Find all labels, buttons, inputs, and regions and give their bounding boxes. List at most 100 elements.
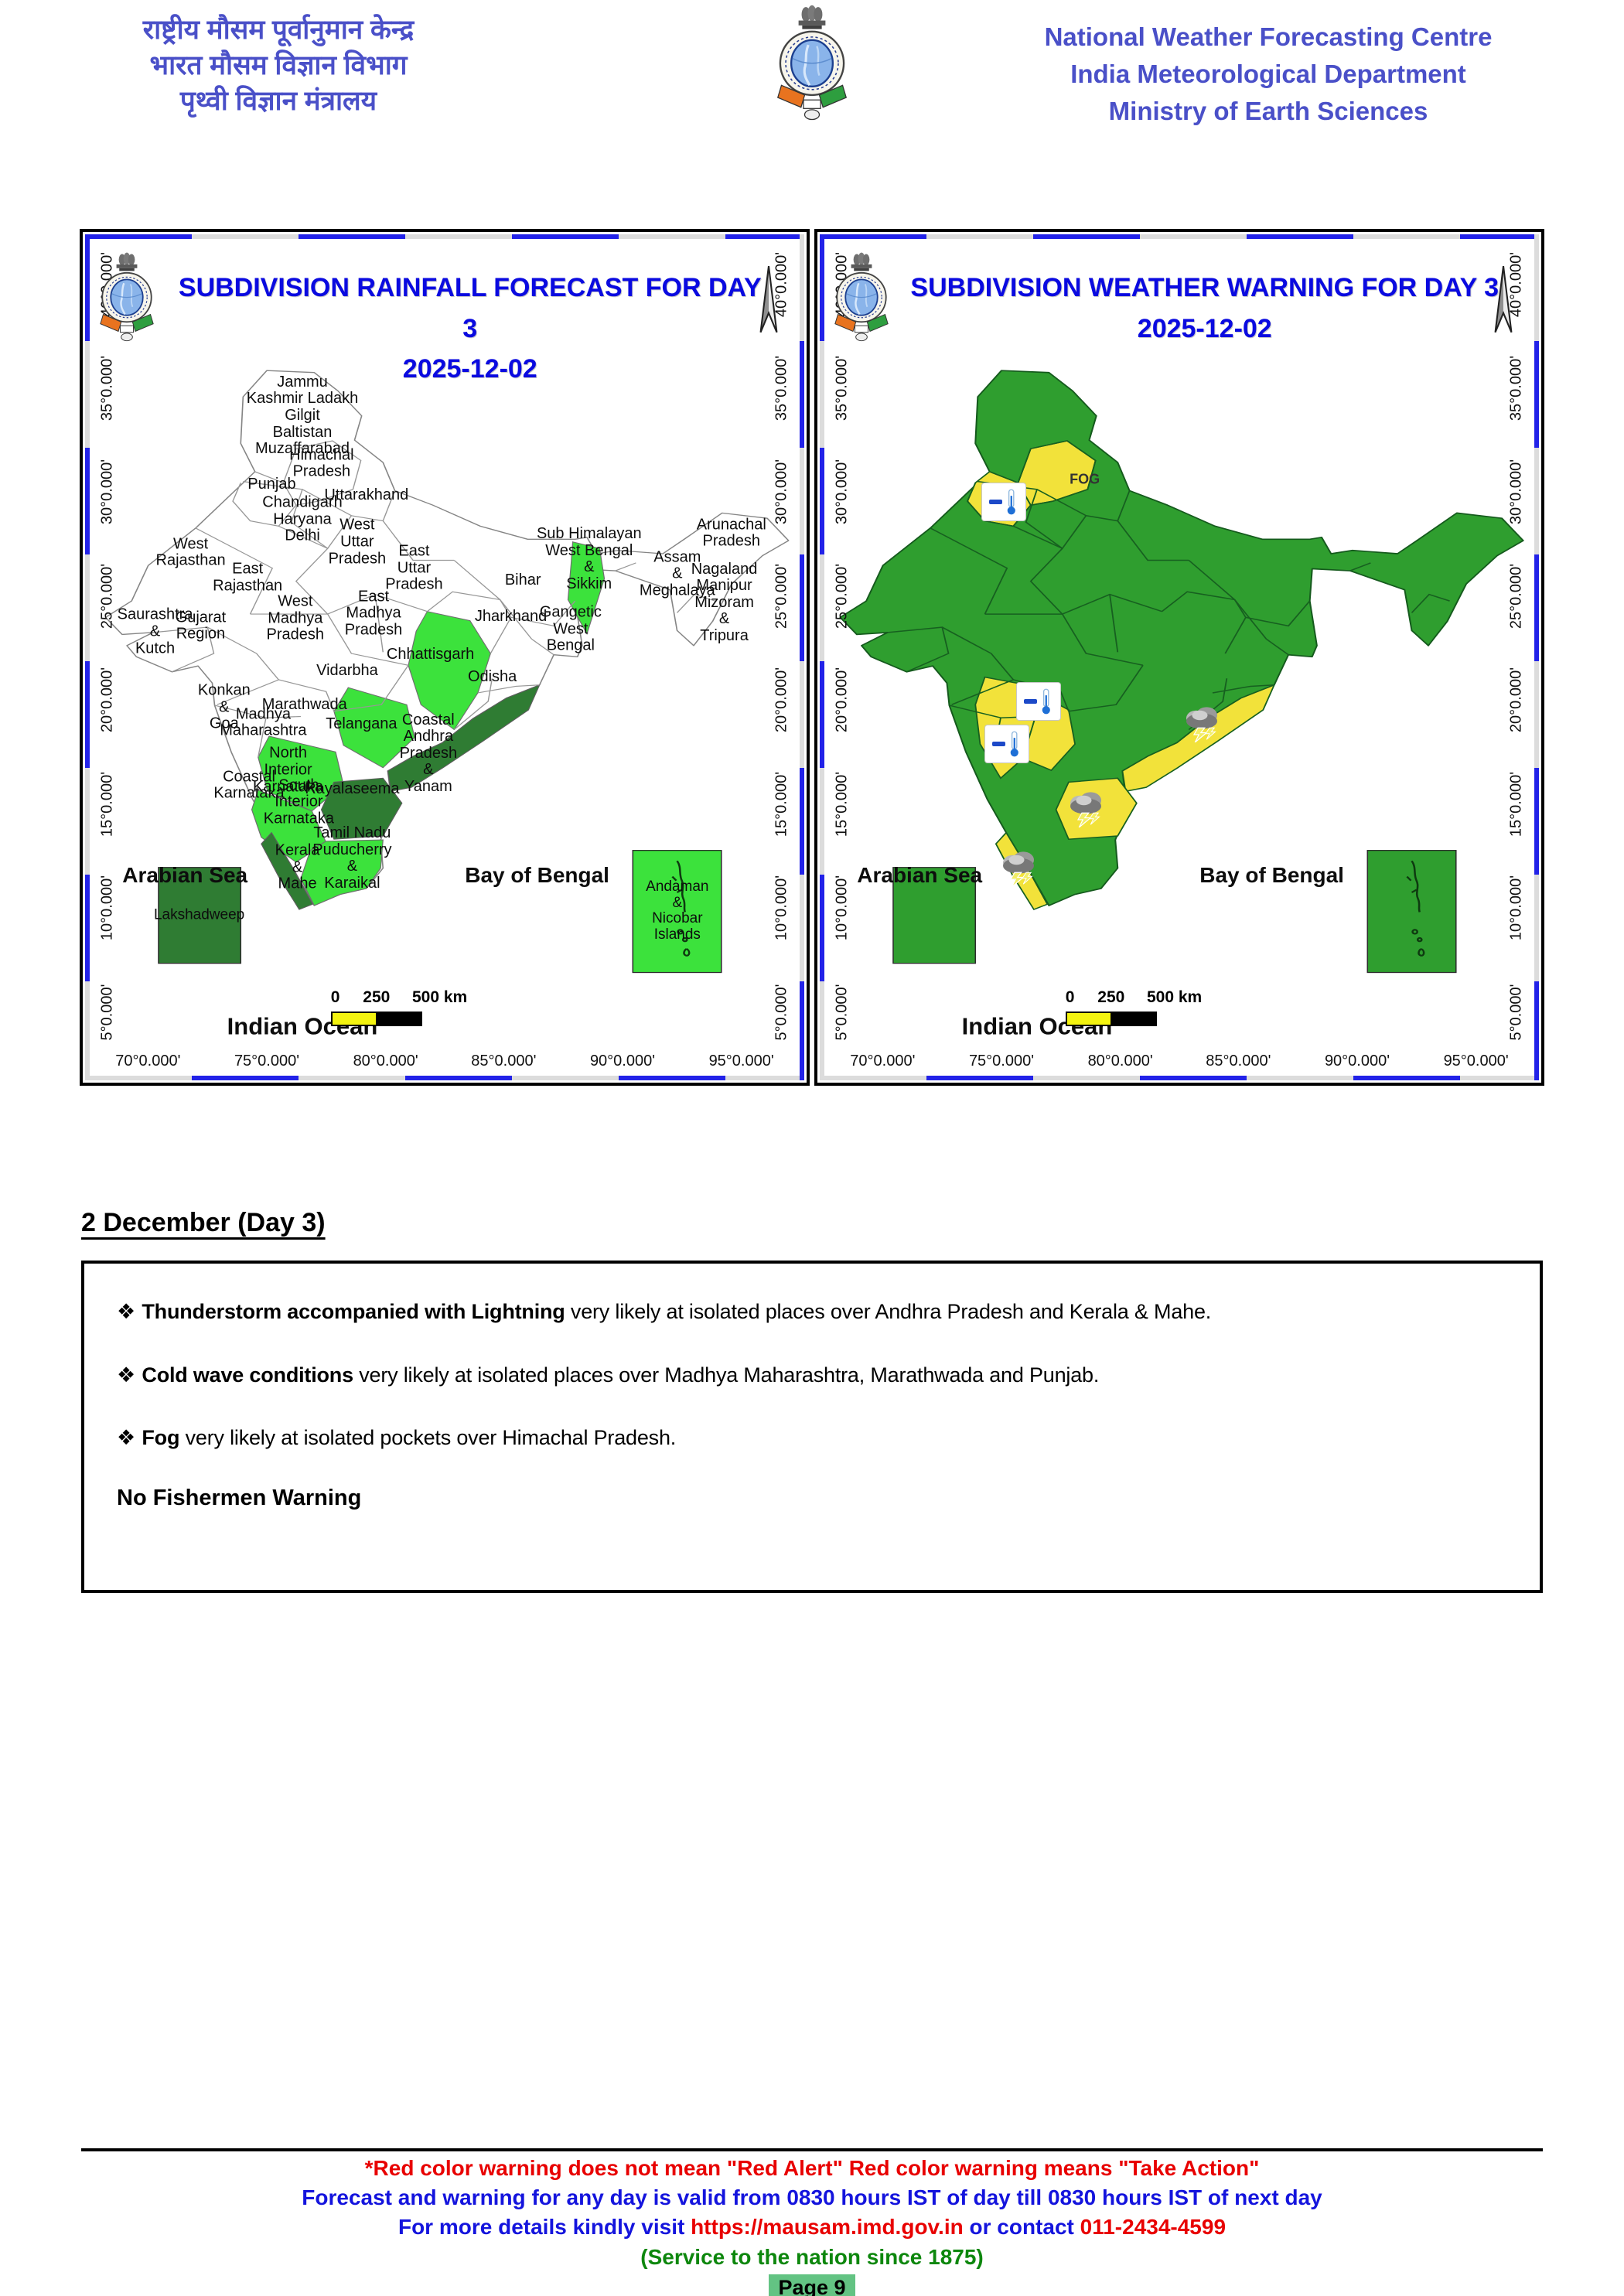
warnings-box: ❖ Thunderstorm accompanied with Lightnin…: [81, 1261, 1543, 1593]
scale-zero: 0: [330, 988, 340, 1007]
latitude-tick: 5°0.000': [98, 984, 116, 1041]
latitude-tick: 25°0.000': [98, 563, 116, 629]
map-label: FOG: [1070, 471, 1100, 487]
scale-mid: 250: [363, 988, 391, 1007]
latitude-tick: 30°0.000': [773, 459, 790, 525]
frame-border: [820, 1076, 1539, 1080]
english-line: National Weather Forecasting Centre: [1044, 22, 1493, 51]
map-label: West Uttar Pradesh: [328, 517, 387, 568]
hindi-line: पृथ्वी विज्ञान मंत्रालय: [179, 86, 377, 117]
map-label: Sub Himalayan West Bengal & Sikkim: [536, 524, 642, 592]
map-label: East Uttar Pradesh: [385, 542, 443, 593]
region-coastal-south-interior-karnataka: [251, 789, 327, 863]
latitude-tick: 30°0.000': [833, 459, 851, 525]
scale-bar-graphic: [330, 1012, 422, 1027]
footer-motto: (Service to the nation since 1875): [640, 2244, 984, 2269]
map-label: Nagaland Manipur Mizoram & Tripura: [691, 560, 758, 644]
map-label: Arabian Sea: [122, 862, 248, 887]
warning-item: ❖ Thunderstorm accompanied with Lightnin…: [117, 1300, 1212, 1324]
weather-warning-map-panel: SUBDIVISION WEATHER WARNING FOR DAY 3 20…: [814, 229, 1544, 1086]
latitude-tick: 15°0.000': [1507, 771, 1525, 837]
north-arrow-icon: [1492, 264, 1515, 337]
map-label: South Interior Karnataka: [263, 776, 334, 827]
longitude-tick: 90°0.000': [1324, 1052, 1390, 1070]
map-label: Kerala & Mahe: [275, 841, 320, 892]
latitude-tick: 10°0.000': [98, 875, 116, 941]
latitude-tick: 5°0.000': [1507, 984, 1525, 1041]
page-number-badge: Page 9: [769, 2274, 855, 2296]
map-label: Odisha: [467, 668, 517, 686]
cold-wave-icon: [981, 483, 1025, 521]
map-title-line1: SUBDIVISION RAINFALL FORECAST FOR DAY 3: [178, 273, 762, 343]
map-label: Assam & Meghalaya: [639, 548, 715, 599]
thermometer-glyph: [1011, 731, 1019, 756]
map-label: Bay of Bengal: [465, 862, 609, 887]
map-label: Andaman & Nicobar Islands: [646, 878, 709, 943]
minus-temperature-glyph: [988, 500, 1002, 505]
rainfall-forecast-map-panel: SUBDIVISION RAINFALL FORECAST FOR DAY 3 …: [80, 229, 810, 1086]
region-sub-himalayan-wb-sikkim: [567, 541, 606, 635]
latitude-tick: 10°0.000': [833, 875, 851, 941]
latitude-tick: 15°0.000': [98, 771, 116, 837]
rainfall-shaded-regions: [251, 541, 606, 910]
scale-zero: 0: [1065, 988, 1075, 1007]
map-label: Gujarat Region: [175, 609, 227, 643]
frame-border: [1534, 234, 1539, 1080]
latitude-tick: 25°0.000': [1507, 563, 1525, 629]
warnings-list: ❖ Thunderstorm accompanied with Lightnin…: [117, 1296, 1507, 1455]
map-label: North Interior Karnataka: [253, 744, 324, 796]
footer-validity-note: Forecast and warning for any day is vali…: [302, 2185, 1322, 2210]
hindi-line: राष्ट्रीय मौसम पूर्वानुमान केन्द्र: [142, 15, 415, 45]
footer-contact-text: 011-2434-4599: [1080, 2215, 1227, 2240]
longitude-tick: 85°0.000': [1206, 1052, 1271, 1070]
map-label: Uttarakhand: [324, 486, 409, 503]
latitude-tick: 35°0.000': [833, 355, 851, 421]
ashoka-capital: [798, 5, 826, 29]
latitude-tick: 35°0.000': [773, 355, 790, 421]
latitude-tick: 30°0.000': [1507, 459, 1525, 525]
region-telangana: [333, 687, 415, 768]
footer-url-link[interactable]: https://mausam.imd.gov.in: [691, 2215, 964, 2240]
frame-border: [820, 234, 824, 1080]
longitude-tick: 85°0.000': [471, 1052, 537, 1070]
map-label: Madhya Maharashtra: [220, 704, 307, 739]
scale-end: 500 km: [1146, 988, 1203, 1007]
footer-red-note: *Red color warning does not mean "Red Al…: [364, 2156, 1260, 2180]
footer-divider: [81, 2148, 1543, 2151]
region-rayalaseema: [320, 777, 403, 840]
scale-bar-graphic: [1065, 1012, 1157, 1027]
map-label: Punjab: [247, 475, 296, 493]
map-label: Coastal Andhra Pradesh & Yanam: [399, 711, 458, 796]
map-label: Gangetic West Bengal: [539, 603, 602, 655]
map-title-date: 2025-12-02: [402, 354, 537, 384]
warning-item: ❖ Cold wave conditions very likely at is…: [117, 1363, 1100, 1387]
map-label: Bay of Bengal: [1199, 862, 1344, 887]
map-title: SUBDIVISION WEATHER WARNING FOR DAY 3 20…: [904, 268, 1505, 349]
longitude-tick: 95°0.000': [708, 1052, 774, 1070]
map-label: West Madhya Pradesh: [266, 592, 325, 643]
map-label: Tamil Nadu Puducherry & Karaikal: [312, 824, 392, 892]
frame-border: [820, 234, 1539, 239]
thunderstorm-icon: [1180, 704, 1223, 743]
latitude-tick: 30°0.000': [98, 459, 116, 525]
thermometer-glyph: [1007, 490, 1015, 515]
map-label: Jharkhand: [474, 608, 548, 626]
footer-contact-text: For more details kindly visit: [397, 2215, 691, 2240]
longitude-tick: 80°0.000': [353, 1052, 418, 1070]
map-label: Chhattisgarh: [386, 645, 475, 663]
latitude-tick: 35°0.000': [1507, 355, 1525, 421]
day-heading: 2 December (Day 3): [81, 1208, 326, 1237]
thunderstorm-icon: [997, 848, 1040, 888]
map-label: West Rajasthan: [155, 534, 226, 569]
map-area: 0 250 500 km 40°0.000'40°0.000'35°0.000'…: [824, 238, 1535, 1076]
latitude-tick: 10°0.000': [1507, 875, 1525, 941]
andaman-inset-box: [1366, 849, 1457, 973]
footer-contact-line: For more details kindly visit https://ma…: [398, 2215, 1226, 2240]
map-title-line1: SUBDIVISION WEATHER WARNING FOR DAY 3: [910, 273, 1499, 302]
frame-border: [85, 1076, 804, 1080]
longitude-tick: 80°0.000': [1087, 1052, 1153, 1070]
latitude-tick: 5°0.000': [773, 984, 790, 1041]
hindi-line: भारत मौसम विज्ञान विभाग: [149, 50, 408, 81]
map-label: Vidarbha: [316, 662, 378, 680]
